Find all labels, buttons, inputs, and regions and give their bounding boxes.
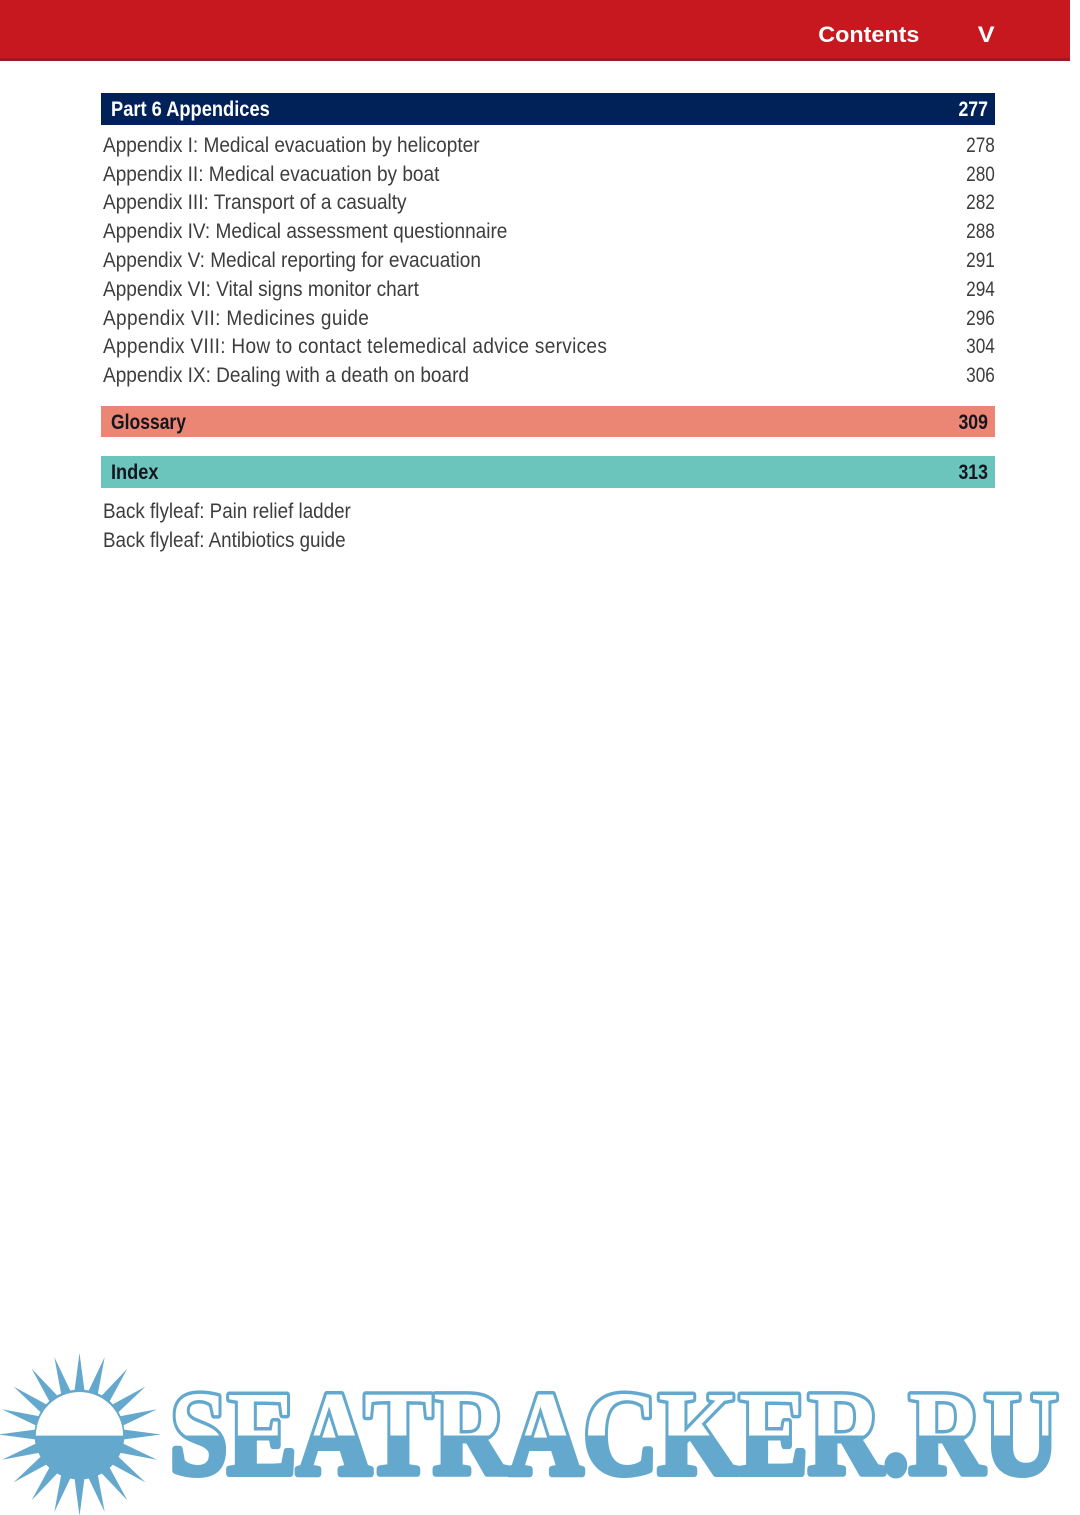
svg-text:SEATRACKER.RU: SEATRACKER.RU bbox=[170, 1367, 1059, 1500]
